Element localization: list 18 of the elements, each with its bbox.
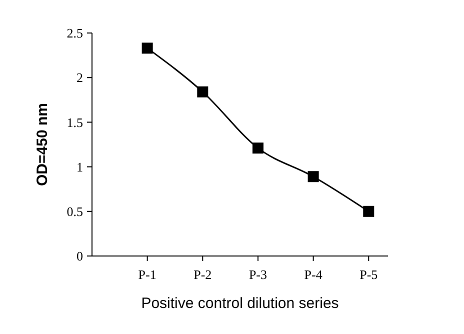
y-tick-label: 1.5: [66, 114, 83, 130]
x-tick-label: P-1: [138, 267, 156, 282]
y-tick-label: 0: [76, 248, 83, 264]
y-tick-label: 2.5: [66, 26, 83, 41]
point: [197, 86, 208, 98]
x-axis-title: Positive control dilution series: [141, 295, 339, 312]
point: [142, 42, 153, 54]
x-tick-label: P-2: [194, 267, 212, 282]
y-tick-label: 2: [76, 70, 83, 86]
point: [363, 206, 374, 217]
x-tick-label: P-4: [304, 267, 323, 282]
x-tick-label: P-5: [360, 267, 378, 282]
y-tick-label: 0.5: [66, 204, 83, 219]
point: [308, 171, 319, 182]
point: [252, 142, 264, 154]
x-tick-label: P-3: [248, 267, 268, 282]
y-axis-title: OD=450 nm: [34, 103, 51, 186]
y-tick-label: 1: [76, 159, 83, 174]
